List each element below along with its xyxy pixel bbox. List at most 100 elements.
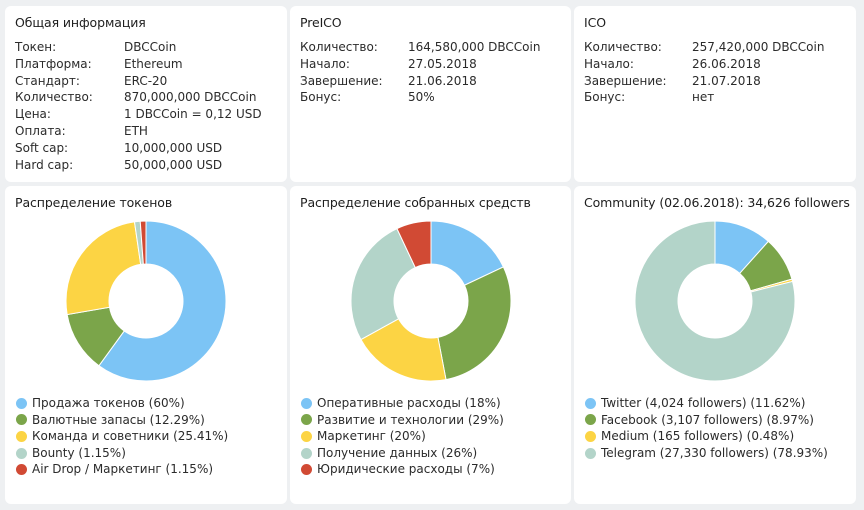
- info-value: ERC-20: [124, 73, 168, 88]
- legend-color-dot: [16, 430, 27, 442]
- legend-color-dot: [301, 397, 312, 409]
- info-value: ETH: [124, 123, 148, 138]
- chart-title: Распределение токенов: [15, 195, 173, 210]
- legend-label: Оперативные расходы (18%): [317, 396, 501, 410]
- legend-item: Валютные запасы (12.29%): [16, 412, 228, 429]
- legend-label: Маркетинг (20%): [317, 429, 426, 444]
- info-key: Завершение:: [584, 73, 667, 88]
- info-row: Стандарт: ERC-20: [15, 73, 277, 90]
- legend-color-dot: [301, 430, 312, 442]
- donut-slice: [634, 220, 796, 382]
- info-key: Оплата:: [15, 123, 66, 138]
- info-key: Hard cap:: [15, 157, 74, 172]
- community-card: Community (02.06.2018): 34,626 followers…: [574, 186, 856, 504]
- community-donut: [634, 220, 796, 382]
- chart-title: Распределение собранных средств: [300, 195, 531, 210]
- info-key: Цена:: [15, 107, 51, 122]
- legend-label: Развитие и технологии (29%): [317, 412, 504, 427]
- legend-label: Air Drop / Маркетинг (1.15%): [32, 462, 214, 477]
- legend-color-dot: [16, 464, 27, 476]
- funds-distribution-donut: [350, 220, 512, 382]
- general-info-card: Общая информация Токен: DBCCoin Платформа:…: [5, 6, 287, 182]
- ico-info-list: Количество: 257,420,000 DBCCoin Начало: 26.…: [584, 39, 846, 106]
- legend-color-dot: [301, 464, 312, 476]
- general-info-title: Общая информация: [15, 15, 146, 30]
- preico-card: PreICO Количество: 164,580,000 DBCCoin Нач…: [290, 6, 571, 182]
- legend-color-dot: [16, 447, 27, 459]
- info-key: Количество:: [300, 40, 378, 54]
- info-key: Платформа:: [15, 56, 92, 71]
- info-key: Начало:: [300, 56, 350, 71]
- legend-label: Facebook (3,107 followers) (8.97%): [601, 412, 814, 427]
- info-row: Начало: 26.06.2018: [584, 56, 846, 73]
- legend-color-dot: [301, 414, 312, 426]
- donut-slice: [65, 221, 142, 316]
- legend-item: Facebook (3,107 followers) (8.97%): [585, 412, 828, 429]
- legend-label: Medium (165 followers) (0.48%): [601, 429, 795, 444]
- legend-label: Получение данных (26%): [317, 445, 478, 460]
- chart-title: Community (02.06.2018): 34,626 followers: [584, 195, 850, 210]
- legend-item: Получение данных (26%): [301, 445, 504, 462]
- legend-item: Развитие и технологии (29%): [301, 412, 504, 429]
- legend-label: Telegram (27,330 followers) (78.93%): [601, 445, 828, 460]
- token-distribution-donut: [65, 220, 227, 382]
- funds-distribution-legend: Оперативные расходы (18%) Развитие и техн…: [301, 395, 504, 478]
- info-value: 50,000,000 USD: [124, 157, 223, 172]
- legend-color-dot: [585, 397, 596, 409]
- legend-label: Bounty (1.15%): [32, 445, 126, 460]
- info-row: Количество: 164,580,000 DBCCoin: [300, 39, 561, 56]
- legend-label: Валютные запасы (12.29%): [32, 412, 205, 427]
- info-value: 164,580,000 DBCCoin: [408, 40, 541, 54]
- info-value: 26.06.2018: [692, 56, 761, 71]
- info-key: Количество:: [584, 40, 662, 54]
- donut-slice: [396, 220, 432, 269]
- legend-color-dot: [585, 447, 596, 459]
- info-row: Количество: 870,000,000 DBCCoin: [15, 89, 277, 106]
- token-distribution-legend: Продажа токенов (60%) Валютные запасы (12…: [16, 395, 228, 478]
- token-distribution-card: Распределение токенов Продажа токенов (6…: [5, 186, 287, 504]
- info-row: Количество: 257,420,000 DBCCoin: [584, 39, 846, 56]
- donut-slice: [98, 220, 227, 382]
- info-row: Оплата: ETH: [15, 123, 277, 140]
- info-key: Бонус:: [300, 90, 342, 105]
- info-value: 27.05.2018: [408, 56, 477, 71]
- info-row: Токен: DBCCoin: [15, 39, 277, 56]
- info-value: 10,000,000 USD: [124, 140, 223, 155]
- legend-item: Twitter (4,024 followers) (11.62%): [585, 395, 828, 412]
- info-value: Ethereum: [124, 56, 183, 71]
- info-value: 257,420,000 DBCCoin: [692, 40, 825, 54]
- donut-slice: [437, 266, 512, 381]
- legend-item: Маркетинг (20%): [301, 428, 504, 445]
- info-row: Цена: 1 DBCCoin = 0,12 USD: [15, 106, 277, 123]
- donut-slice: [350, 227, 416, 341]
- info-value: 21.07.2018: [692, 73, 761, 88]
- info-key: Токен:: [15, 40, 57, 54]
- info-key: Начало:: [584, 56, 634, 71]
- preico-title: PreICO: [300, 15, 342, 30]
- info-row: Платформа: Ethereum: [15, 56, 277, 73]
- legend-item: Telegram (27,330 followers) (78.93%): [585, 445, 828, 462]
- info-value: 50%: [408, 90, 435, 105]
- legend-item: Оперативные расходы (18%): [301, 395, 504, 412]
- legend-color-dot: [585, 430, 596, 442]
- info-value: 1 DBCCoin = 0,12 USD: [124, 107, 262, 122]
- legend-color-dot: [585, 414, 596, 426]
- legend-label: Продажа токенов (60%): [32, 396, 185, 410]
- donut-slice: [139, 220, 147, 265]
- info-row: Hard cap: 50,000,000 USD: [15, 157, 277, 174]
- preico-info-list: Количество: 164,580,000 DBCCoin Начало: 27.…: [300, 39, 561, 106]
- info-value: 870,000,000 DBCCoin: [124, 90, 257, 105]
- info-value: 21.06.2018: [408, 73, 477, 88]
- info-key: Бонус:: [584, 90, 626, 105]
- legend-item: Команда и советники (25.41%): [16, 428, 228, 445]
- info-row: Soft cap: 10,000,000 USD: [15, 140, 277, 157]
- legend-label: Юридические расходы (7%): [317, 462, 495, 477]
- info-row: Начало: 27.05.2018: [300, 56, 561, 73]
- legend-label: Команда и советники (25.41%): [32, 429, 229, 444]
- info-row: Бонус: 50%: [300, 89, 561, 106]
- legend-item: Юридические расходы (7%): [301, 461, 504, 478]
- info-key: Количество:: [15, 90, 93, 105]
- legend-color-dot: [16, 397, 27, 409]
- legend-label: Twitter (4,024 followers) (11.62%): [601, 396, 806, 410]
- info-key: Стандарт:: [15, 73, 80, 88]
